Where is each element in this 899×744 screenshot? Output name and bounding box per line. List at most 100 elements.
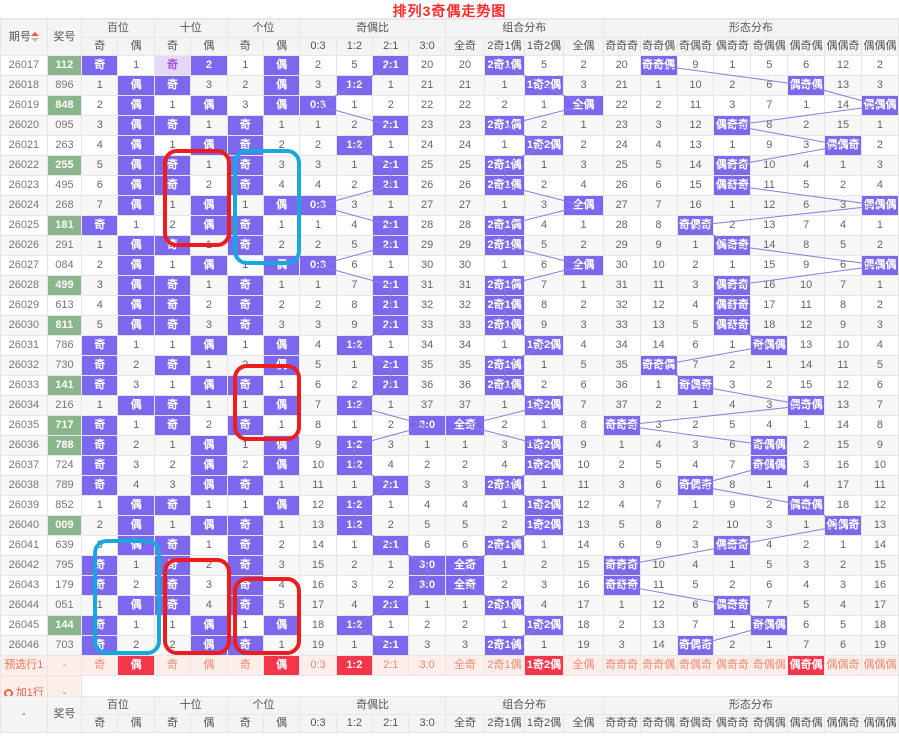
table-row[interactable]: 26020 095 3 偶奇 1 奇 1 1 2 2:1 23 23 2奇1偶 2 1 23 3 12 偶奇奇 8 2 1… [0,115,899,136]
cell-r10-c1: 偶 [117,255,155,276]
cell-r27-c9: 1 [408,595,446,616]
cell-r0-c17: 1 [713,55,752,76]
preselect-cell-3[interactable]: 偶 [190,655,228,676]
row-issue: 26033 [0,375,48,396]
cell-r15-c19: 14 [787,355,826,376]
cell-r0-c19: 6 [787,55,826,76]
cell-r26-c19: 4 [787,575,826,596]
table-row[interactable]: 26034 216 1 偶奇 1 1 偶 7 1:2 1 37 37 1 1奇2偶 7 37 2 1 4 3 偶奇偶 13… [0,395,899,416]
table-row[interactable]: 26040 009 2 偶 1 偶奇 1 13 1:2 2 5 5 2 1奇2偶 13 5 8 2 10 3 1 偶偶奇 1… [0,515,899,536]
cell-r14-c11: 1 [484,335,525,356]
row-number: 852 [46,495,83,516]
preselect-cell-19[interactable]: 偶奇偶 [787,655,826,676]
table-row[interactable]: 26026 291 1 偶奇 1 奇 2 2 5 2:1 29 29 2奇1偶 5 2 29 9 1 偶奇奇 14 8 5… [0,235,899,256]
table-row[interactable]: 26018 896 1 偶奇 3 2 偶 3 1:2 1 21 21 1 1奇2偶 3 21 1 10 2 6 偶奇偶 1… [0,75,899,96]
cell-r18-c5: 1 [262,415,301,436]
table-row[interactable]: 26019 848 2 偶 1 偶 3 偶 0:3 1 2 22 22 2 1 全偶 22 2 11 3 7 1 14 偶偶偶 [0,95,899,116]
preselect-cell-10[interactable]: 全奇 [444,655,486,676]
table-row[interactable]: 26031 786 奇 1 1 偶 1 偶 4 1:2 1 34 34 1 1奇2偶 4 34 14 6 1 奇偶偶 13… [0,335,899,356]
cell-r12-c11: 2奇1偶 [484,295,525,316]
preselect-cell-0[interactable]: 奇 [81,655,119,676]
cell-r0-c21: 2 [860,55,899,76]
table-row[interactable]: 26030 811 5 偶奇 3 奇 3 3 9 2:1 33 33 2奇1偶 9 3 33 13 5 偶奇奇 18 1… [0,315,899,336]
table-row[interactable]: 26037 724 奇 3 2 偶 2 偶 10 1:2 4 2 2 4 1奇2偶 10 2 5 4 7 奇偶偶 3 16 1… [0,455,899,476]
cell-r11-c8: 2:1 [372,275,410,296]
table-row[interactable]: 26043 179 奇 2 奇 3 奇 4 16 3 2 3:0 全奇 2 3 16 奇奇奇 11 5 2 6 4 3 16 [0,575,899,596]
preselect-cell-5[interactable]: 偶 [262,655,301,676]
table-row[interactable]: 26017 112 奇 1 奇 2 1 偶 2 5 2:1 20 20 2奇1偶 5 2 20 奇奇偶 9 1 5 6 12… [0,55,899,76]
preselect-cell-11[interactable]: 2奇1偶 [484,655,525,676]
preselect-cell-18[interactable]: 奇偶偶 [750,655,789,676]
cell-r16-c10: 36 [444,375,486,396]
cell-r25-c8: 1 [372,555,410,576]
table-row[interactable]: 26021 263 4 偶 1 偶奇 2 2 1:2 1 24 24 1 1奇2偶 2 24 4 13 1 9 3 偶偶奇… [0,135,899,156]
cell-r27-c21: 17 [860,595,899,616]
cell-r20-c5: 偶 [262,455,301,476]
cell-r6-c15: 6 [639,175,678,196]
cell-r14-c14: 34 [602,335,641,356]
cell-r1-c2: 奇 [153,75,192,96]
cell-r23-c0: 2 [81,515,119,536]
preselect-cell-12[interactable]: 1奇2偶 [523,655,565,676]
cell-r7-c8: 1 [372,195,410,216]
cell-r29-c14: 3 [602,635,641,656]
cell-r29-c17: 2 [713,635,752,656]
cell-r16-c17: 3 [713,375,752,396]
preselect-cell-4[interactable]: 奇 [226,655,264,676]
table-row[interactable]: 26035 717 奇 1 奇 2 奇 1 8 1 2 3:0 全奇 2 1 8 奇奇奇 3 2 5 4 1 14 8 [0,415,899,436]
table-row[interactable]: 26033 141 奇 3 1 偶奇 1 6 2 2:1 36 36 2奇1偶 2 6 36 1 奇偶奇 3 2 15 1… [0,375,899,396]
preselect-cell-6[interactable]: 0:3 [299,655,337,676]
table-row[interactable]: 26036 788 奇 2 1 偶 1 偶 9 1:2 3 1 1 3 1奇2偶 9 1 4 3 6 奇偶偶 2 15 9 [0,435,899,456]
cell-r28-c2: 1 [153,615,192,636]
table-row[interactable]: 26038 789 奇 4 3 偶奇 1 11 1 2:1 3 3 2奇1偶 1 11 3 6 奇偶奇 8 1 4 17 1… [0,475,899,496]
table-row[interactable]: 26028 499 3 偶奇 1 奇 1 1 7 2:1 31 31 2奇1偶 7 1 31 11 3 偶奇奇 16 1… [0,275,899,296]
preselect-cell-2[interactable]: 奇 [153,655,192,676]
table-row[interactable]: 26022 255 5 偶奇 1 奇 3 3 1 2:1 25 25 2奇1偶 1 3 25 5 14 偶奇奇 10 4… [0,155,899,176]
cell-r4-c8: 1 [372,135,410,156]
cell-r2-c21: 偶偶偶 [860,95,899,116]
table-row[interactable]: 26025 181 奇 1 2 偶奇 1 1 4 2:1 28 28 2奇1偶 4 1 28 8 奇偶奇 2 13 7 4… [0,215,899,236]
table-row[interactable]: 26046 703 奇 2 2 偶奇 1 19 1 2:1 3 3 2奇1偶 1 19 3 14 奇偶奇 2 1 7 6 1… [0,635,899,656]
cell-r8-c9: 28 [408,215,446,236]
preselect-row[interactable]: 预选行1- 奇偶奇偶奇偶 0:3 1:2 2:1 3:0 全奇 2奇1偶 1奇2偶 全偶 奇奇奇 奇奇… [0,655,899,676]
cell-r22-c11: 1 [484,495,525,516]
preselect-cell-9[interactable]: 3:0 [408,655,446,676]
cell-r24-c13: 14 [563,535,604,556]
cell-r15-c11: 2奇1偶 [484,355,525,376]
table-row[interactable]: 26041 639 3 偶奇 1 奇 2 14 1 2:1 6 6 2奇1偶 1 14 6 9 3 偶奇奇 4 2 1 14 [0,535,899,556]
table-row[interactable]: 26027 084 2 偶 1 偶 1 偶 0:3 6 1 30 30 1 6 全偶 30 10 2 1 15 9 6 偶偶偶 [0,255,899,276]
preselect-cell-1[interactable]: 偶 [117,655,155,676]
preselect-cell-7[interactable]: 1:2 [335,655,374,676]
table-row[interactable]: 26039 852 1 偶奇 1 1 偶 12 1:2 1 4 4 1 1奇2偶 12 4 7 1 9 2 偶奇偶 18 1… [0,495,899,516]
preselect-cell-17[interactable]: 偶奇奇 [713,655,752,676]
cell-r1-c11: 1 [484,75,525,96]
table-row[interactable]: 26029 613 4 偶奇 2 奇 2 2 8 2:1 32 32 2奇1偶 8 2 32 12 4 偶奇奇 17 1… [0,295,899,316]
preselect-cell-20[interactable]: 偶偶奇 [824,655,862,676]
table-row[interactable]: 26042 795 奇 1 奇 2 奇 3 15 2 1 3:0 全奇 1 2 15 奇奇奇 10 4 1 5 3 2 15 [0,555,899,576]
table-row[interactable]: 26023 495 6 偶奇 2 奇 4 4 2 2:1 26 26 2奇1偶 2 4 26 6 15 偶奇奇 11 5… [0,175,899,196]
preselect-cell-16[interactable]: 奇偶奇 [676,655,715,676]
cell-r7-c9: 27 [408,195,446,216]
preselect-cell-13[interactable]: 全偶 [563,655,604,676]
cell-r28-c9: 2 [408,615,446,636]
preselect-cell-15[interactable]: 奇奇偶 [639,655,678,676]
cell-r6-c4: 奇 [226,175,264,196]
table-row[interactable]: 26044 051 1 偶奇 4 奇 5 17 4 2:1 1 1 2奇1偶 4 17 1 12 6 偶奇奇 7 5 4 1… [0,595,899,616]
table-row[interactable]: 26045 144 奇 1 1 偶 1 偶 18 1:2 1 2 2 1 1奇2偶 18 2 13 7 1 奇偶偶 6 5 1… [0,615,899,636]
header-sub-row: 奇偶奇偶奇偶 0:3 1:2 2:1 3:0 全奇 2奇1偶 1奇2偶 全偶 奇奇奇 奇奇偶 奇偶奇偶… [1,37,899,56]
cell-r17-c3: 1 [190,395,228,416]
cell-r7-c10: 27 [444,195,486,216]
preselect-cell-8[interactable]: 2:1 [372,655,410,676]
cell-r13-c1: 偶 [117,315,155,336]
sort-icon[interactable] [30,32,39,43]
cell-r0-c3: 2 [190,55,228,76]
cell-r27-c14: 1 [602,595,641,616]
preselect-cell-14[interactable]: 奇奇奇 [602,655,641,676]
cell-r27-c7: 4 [335,595,374,616]
table-row[interactable]: 26024 268 7 偶 1 偶 1 偶 0:3 3 1 27 27 1 3 全偶 27 7 16 1 12 6 3 偶偶偶 [0,195,899,216]
header-col-2-0: 奇 [226,37,264,56]
preselect-cell-21[interactable]: 偶偶偶 [860,655,899,676]
header-issue[interactable]: 期号 [0,19,48,56]
cell-r15-c17: 2 [713,355,752,376]
table-row[interactable]: 26032 730 奇 2 奇 1 2 偶 5 1 2:1 35 35 2奇1偶 1 5 35 奇奇偶 7 2 1 14 1… [0,355,899,376]
